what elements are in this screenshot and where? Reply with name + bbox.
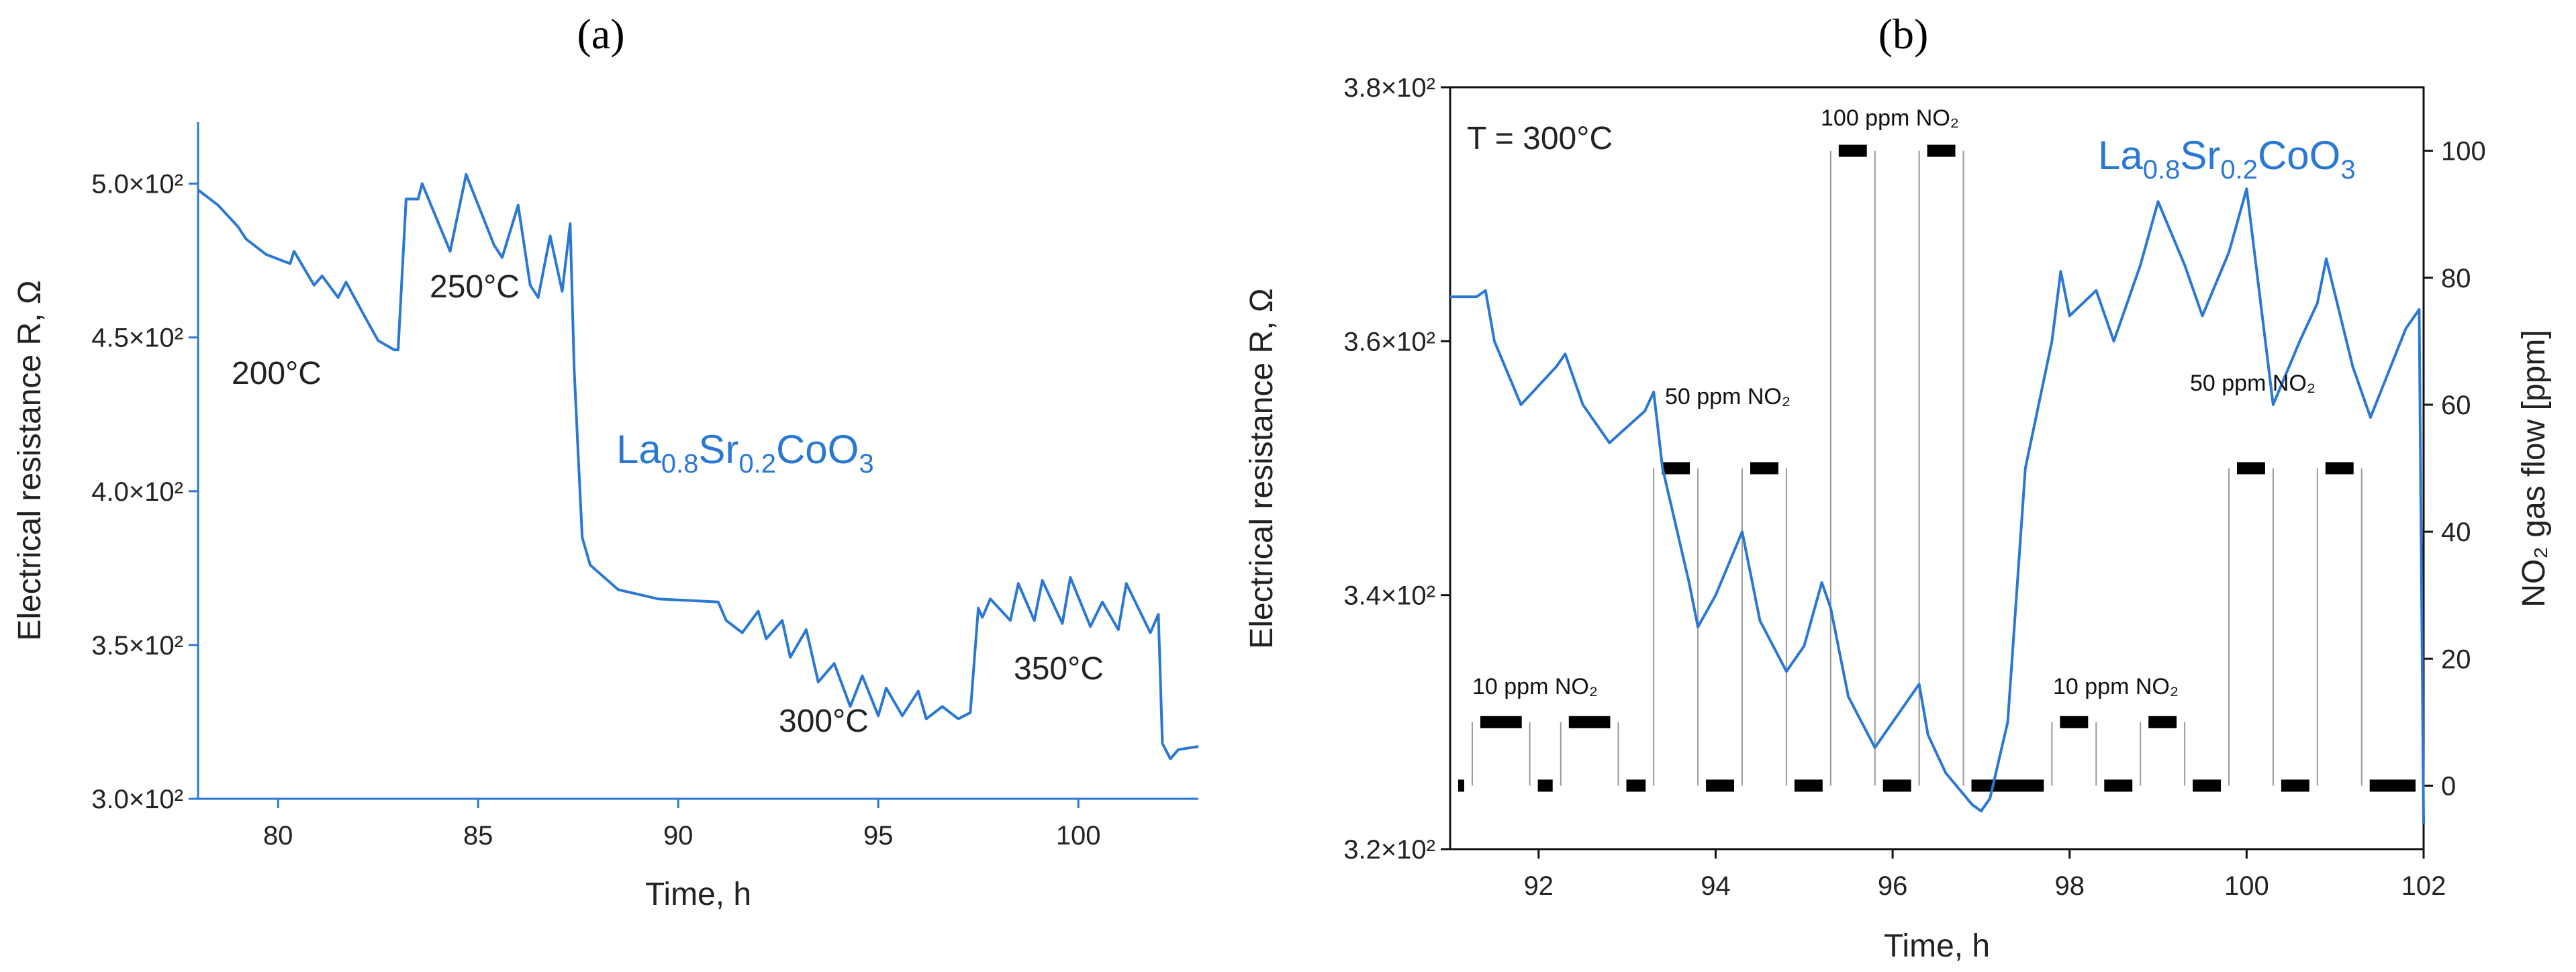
compound-sub-la: 0.8 — [2143, 155, 2181, 185]
gas-pulse-0ppm-4 — [1537, 779, 1553, 792]
compound-coo: CoO — [2258, 133, 2340, 178]
panel-b-gas-pulses — [1458, 144, 2416, 792]
y-tick-label-400: 4.0×10² — [91, 477, 183, 507]
gas-pulse-50ppm-10 — [1662, 462, 1690, 475]
gas-pulse-0ppm-8 — [1626, 779, 1646, 792]
panel-b-frame — [1449, 86, 2425, 850]
compound-la: La — [2098, 133, 2143, 178]
annotation-350c: 350°C — [1014, 651, 1104, 687]
gas-pulse-10ppm-30 — [2148, 716, 2177, 728]
panel-b-guide-lines — [1471, 150, 2363, 786]
y-tick-label-450: 4.5×10² — [91, 324, 183, 353]
gas-pulse-0ppm-40 — [2369, 779, 2416, 792]
x-tick-label-85: 85 — [463, 821, 493, 850]
panel-b-right-y-title: NO₂ gas flow [ppm] — [2516, 330, 2552, 607]
compound-sub-o: 3 — [2340, 155, 2355, 185]
y-tick-label-350: 3.5×10² — [91, 631, 183, 661]
gas-pulse-0ppm-20 — [1882, 779, 1911, 792]
panel-b-right-ticks: 0 20 40 60 80 100 — [2424, 137, 2486, 801]
y-tick-label-380: 3.8×10² — [1343, 73, 1435, 103]
panel-a-resistance-line — [197, 173, 1199, 761]
gas-pulse-50ppm-38 — [2325, 462, 2354, 475]
compound-sub-sr: 0.2 — [738, 449, 776, 479]
panel-a-x-title: Time, h — [645, 877, 751, 912]
x-tick-label-80: 80 — [263, 821, 293, 850]
annotation-100ppm: 100 ppm NO₂ — [1821, 105, 1959, 131]
annotation-10ppm-left: 10 ppm NO₂ — [1472, 674, 1598, 699]
x-tick-label-100: 100 — [2224, 871, 2269, 901]
compound-sub-la: 0.8 — [661, 449, 699, 479]
x-tick-label-102: 102 — [2401, 871, 2446, 901]
annotation-10ppm-right: 10 ppm NO₂ — [2053, 674, 2179, 699]
panel-b-y-title: Electrical resistance R, Ω — [1244, 288, 1280, 648]
panel-a: (a) 80 85 90 95 100 3.0×10² 3.5×10² 4.0×10² 4.5… — [12, 10, 1199, 912]
gas-pulse-0ppm-28 — [2104, 779, 2133, 792]
right-tick-label-60: 60 — [2441, 391, 2471, 420]
panel-b-x-ticks: 92 94 96 98 100 102 — [1524, 849, 2446, 901]
x-tick-label-100: 100 — [1056, 821, 1101, 850]
x-tick-label-90: 90 — [663, 821, 694, 850]
x-tick-label-96: 96 — [1878, 871, 1908, 901]
annotation-temperature: T = 300°C — [1467, 121, 1613, 156]
y-tick-label-340: 3.4×10² — [1343, 581, 1435, 611]
compound-sr: Sr — [2180, 133, 2220, 178]
x-tick-label-92: 92 — [1524, 871, 1554, 901]
gas-pulse-50ppm-34 — [2237, 462, 2265, 475]
y-tick-label-500: 5.0×10² — [91, 170, 183, 199]
panel-b: (b) 92 94 96 98 100 102 3.2×10² 3.4×10² 3.6×10²… — [1244, 10, 2552, 964]
x-tick-label-95: 95 — [863, 821, 894, 850]
compound-sr: Sr — [698, 427, 738, 472]
right-tick-label-80: 80 — [2441, 264, 2471, 293]
compound-sub-o: 3 — [859, 449, 873, 479]
y-tick-label-360: 3.6×10² — [1343, 327, 1435, 356]
gas-pulse-0ppm-16 — [1794, 779, 1823, 792]
annotation-50ppm-right: 50 ppm NO₂ — [2190, 371, 2316, 396]
panel-a-y-ticks: 3.0×10² 3.5×10² 4.0×10² 4.5×10² 5.0×10² — [91, 170, 198, 814]
compound-coo: CoO — [776, 427, 859, 472]
gas-pulse-10ppm-26 — [2060, 716, 2089, 728]
gas-pulse-0ppm-12 — [1706, 779, 1734, 792]
panel-a-x-ticks: 80 85 90 95 100 — [263, 799, 1101, 850]
annotation-300c: 300°C — [779, 703, 869, 739]
x-tick-label-94: 94 — [1701, 871, 1731, 901]
gas-pulse-0ppm-0 — [1458, 779, 1464, 792]
panel-b-label: (b) — [1878, 10, 1929, 58]
y-tick-label-320: 3.2×10² — [1343, 835, 1435, 865]
compound-la: La — [616, 427, 661, 472]
gas-pulse-0ppm-32 — [2193, 779, 2221, 792]
panel-a-label: (a) — [577, 10, 624, 58]
gas-pulse-10ppm-2 — [1480, 716, 1522, 728]
panel-b-resistance-line — [1450, 187, 2425, 824]
gas-pulse-10ppm-6 — [1568, 716, 1611, 728]
panel-b-compound-label: La0.8Sr0.2CoO3 — [2098, 133, 2356, 185]
right-tick-label-0: 0 — [2441, 771, 2456, 801]
right-tick-label-20: 20 — [2441, 644, 2471, 674]
compound-sub-sr: 0.2 — [2220, 155, 2258, 185]
annotation-200c: 200°C — [232, 356, 322, 391]
right-tick-label-40: 40 — [2441, 518, 2471, 547]
panel-b-x-title: Time, h — [1884, 928, 1990, 964]
gas-pulse-0ppm-24 — [1971, 779, 2044, 792]
panel-b-y-ticks: 3.2×10² 3.4×10² 3.6×10² 3.8×10² — [1343, 73, 1450, 865]
gas-pulse-100ppm-18 — [1838, 144, 1867, 157]
panel-a-compound-label: La0.8Sr0.2CoO3 — [616, 427, 874, 479]
gas-pulse-0ppm-36 — [2281, 779, 2309, 792]
gas-pulse-50ppm-14 — [1750, 462, 1778, 475]
x-tick-label-98: 98 — [2054, 871, 2085, 901]
annotation-250c: 250°C — [430, 269, 520, 305]
panel-a-y-title: Electrical resistance R, Ω — [12, 280, 48, 640]
right-tick-label-100: 100 — [2441, 137, 2486, 166]
annotation-50ppm-left: 50 ppm NO₂ — [1665, 384, 1791, 409]
y-tick-label-300: 3.0×10² — [91, 785, 183, 814]
gas-pulse-100ppm-22 — [1927, 144, 1956, 157]
